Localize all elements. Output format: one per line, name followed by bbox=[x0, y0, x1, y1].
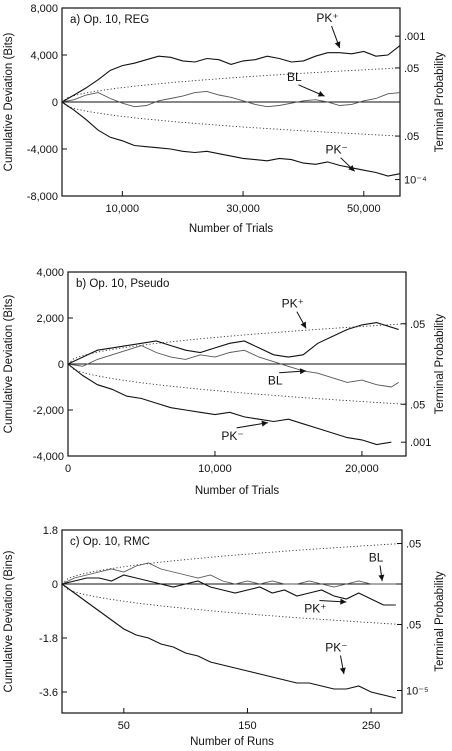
x-tick-label: 50,000 bbox=[347, 203, 381, 215]
series-line-pk-plus bbox=[61, 574, 396, 606]
y-tick-label: 0 bbox=[52, 97, 58, 109]
series-line-pk-minus bbox=[61, 101, 401, 177]
x-tick-label: 10,000 bbox=[106, 203, 140, 215]
series-line-bl bbox=[61, 90, 401, 108]
arrow-head bbox=[261, 420, 268, 427]
y-tick-label: 4,000 bbox=[30, 50, 58, 62]
terminal-probability-label: .001 bbox=[410, 437, 431, 449]
significance-envelope-upper bbox=[61, 67, 401, 103]
y-tick-label: 1.8 bbox=[43, 525, 58, 537]
terminal-probability-label: .001 bbox=[404, 31, 425, 43]
terminal-probability-label: .05 bbox=[410, 319, 425, 331]
significance-envelope-lower bbox=[67, 363, 407, 405]
series-annotation: PK⁺ bbox=[304, 602, 326, 616]
terminal-probability-label: .05 bbox=[404, 131, 419, 143]
right-axis-label: Terminal Probability bbox=[434, 52, 446, 153]
panel-title: b) Op. 10, Pseudo bbox=[76, 278, 169, 290]
arrow-head bbox=[340, 598, 347, 605]
series-annotation: BL bbox=[369, 551, 384, 565]
arrow-head bbox=[300, 321, 307, 329]
x-tick-label: 150 bbox=[238, 720, 256, 732]
arrow-head bbox=[299, 368, 307, 375]
y-tick-label: 0 bbox=[52, 579, 58, 591]
arrow-head bbox=[334, 41, 341, 48]
terminal-probability-label: .05 bbox=[406, 620, 421, 632]
terminal-probability-label: .05 bbox=[406, 539, 421, 551]
arrow-head bbox=[378, 574, 385, 581]
x-tick-label: 10,000 bbox=[198, 463, 232, 475]
y-tick-label: -3.6 bbox=[39, 687, 58, 699]
series-annotation: BL bbox=[268, 374, 283, 388]
panel-title: a) Op. 10, REG bbox=[70, 14, 149, 26]
y-axis-label: Cumulative Deviation (Bits) bbox=[3, 294, 15, 433]
series-line-pk-minus bbox=[67, 363, 392, 446]
y-tick-label: -1.8 bbox=[39, 633, 58, 645]
terminal-probability-label: 10⁻⁵ bbox=[406, 686, 429, 698]
series-annotation: PK⁺ bbox=[316, 11, 338, 25]
y-tick-label: 4,000 bbox=[36, 267, 64, 279]
series-line-bl bbox=[61, 562, 396, 588]
x-tick-label: 250 bbox=[362, 720, 380, 732]
series-line-pk-minus bbox=[61, 583, 396, 699]
series-annotation: PK⁻ bbox=[325, 143, 347, 157]
significance-envelope-lower bbox=[61, 101, 401, 137]
y-axis-label: Cumulative Deviation (Bins) bbox=[3, 550, 15, 692]
y-tick-label: -4,000 bbox=[33, 451, 64, 463]
panel-title: c) Op. 10, RMC bbox=[70, 536, 150, 548]
series-annotation: BL bbox=[287, 70, 302, 84]
x-axis-label: Number of Runs bbox=[190, 736, 274, 748]
right-axis-label: Terminal Probability bbox=[434, 314, 446, 415]
terminal-probability-label: .05 bbox=[410, 399, 425, 411]
arrow-head bbox=[339, 667, 346, 674]
x-axis-label: Number of Trials bbox=[195, 485, 280, 497]
x-tick-label: 20,000 bbox=[345, 463, 379, 475]
series-line-pk-plus bbox=[61, 45, 401, 103]
chart-panel-0: 10,000 30,000 50,000 8,000 4,000 0 -4,000 -8,00… bbox=[3, 3, 446, 235]
x-tick-label: 50 bbox=[118, 720, 130, 732]
plot-frame bbox=[61, 529, 403, 714]
y-tick-label: 2,000 bbox=[36, 313, 64, 325]
chart-panel-2: 50 150 250 1.8 0 -1.8 -3.6 .05 .05 10⁻⁵ c) Op. 10,… bbox=[3, 525, 446, 748]
y-tick-label: -4,000 bbox=[27, 144, 58, 156]
arrow-head bbox=[348, 164, 355, 172]
terminal-probability-label: .05 bbox=[404, 63, 419, 75]
significance-envelope-lower bbox=[61, 583, 403, 625]
series-annotation: PK⁺ bbox=[282, 297, 304, 311]
series-line-pk-plus bbox=[67, 322, 399, 365]
chart-panel-1: 0 10,000 20,000 4,000 2,000 0 -2,000 -4,000 .05.… bbox=[3, 267, 446, 497]
x-axis-label: Number of Trials bbox=[189, 223, 274, 235]
x-tick-label: 30,000 bbox=[226, 203, 260, 215]
y-tick-label: -2,000 bbox=[33, 405, 64, 417]
significance-envelope-upper bbox=[67, 323, 407, 365]
series-line-bl bbox=[67, 345, 399, 388]
y-axis-label: Cumulative Deviation (Bits) bbox=[3, 32, 15, 171]
y-tick-label: 8,000 bbox=[30, 3, 58, 15]
significance-envelope-upper bbox=[61, 543, 403, 585]
right-axis-label: Terminal Probability bbox=[434, 571, 446, 672]
y-tick-label: -8,000 bbox=[27, 191, 58, 203]
terminal-probability-label: 10⁻⁴ bbox=[404, 175, 427, 187]
x-tick-label: 0 bbox=[65, 463, 71, 475]
series-annotation: PK⁻ bbox=[325, 641, 347, 655]
series-annotation: PK⁻ bbox=[221, 429, 243, 443]
y-tick-label: 0 bbox=[58, 359, 64, 371]
arrow-head bbox=[317, 90, 325, 97]
